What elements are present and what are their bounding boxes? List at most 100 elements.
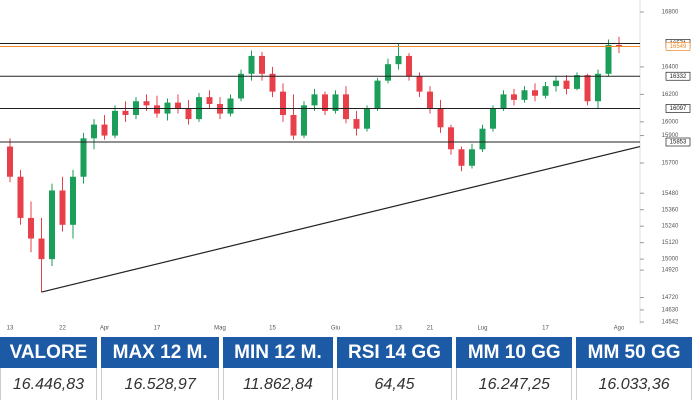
candle-body [175, 102, 181, 109]
header-cell: RSI 14 GG [336, 337, 453, 368]
y-tick-label: 14542 [662, 320, 679, 326]
candle-body [7, 146, 13, 177]
candle-body [406, 55, 412, 77]
x-tick-label: 22 [59, 326, 66, 332]
y-tick-label: 15480 [662, 191, 679, 197]
level-label: 15853 [670, 140, 687, 146]
candle-body [469, 149, 475, 166]
y-tick-label: 14630 [662, 307, 679, 313]
candle-body [521, 90, 528, 100]
candle-body [332, 94, 339, 111]
candle-body [532, 90, 538, 96]
level-label: 16549 [670, 44, 687, 50]
header-cell: MAX 12 M. [100, 337, 220, 368]
candle-body [28, 217, 34, 239]
x-tick-label: 13 [395, 326, 402, 332]
candle-body [259, 55, 265, 74]
candle-body [574, 75, 580, 89]
value-cell: 16.446,83 [0, 368, 97, 400]
level-badge [665, 71, 691, 81]
candle-body [458, 149, 465, 166]
x-tick-label: Giu [331, 326, 340, 332]
value-cell: 16.247,25 [456, 368, 573, 400]
level-label: 16332 [670, 74, 687, 80]
candle-body [154, 105, 160, 114]
level-badge [665, 42, 691, 51]
candle-body [437, 108, 444, 128]
header-cell: VALORE [0, 337, 97, 368]
candle-body [269, 73, 276, 92]
candle-body [290, 114, 297, 136]
level-badge [665, 137, 691, 147]
candle-body [49, 190, 55, 260]
candle-body [448, 127, 454, 150]
y-tick-label: 15240 [662, 224, 679, 230]
y-tick-label: 16800 [662, 10, 679, 16]
candle-body [427, 91, 433, 109]
level-label: 16097 [670, 106, 687, 112]
candle-body [553, 80, 559, 87]
candle-body [584, 75, 591, 102]
trend-line [41, 145, 641, 293]
candle-body [490, 108, 496, 129]
y-tick-label: 16000 [662, 119, 679, 125]
candle-body [374, 80, 381, 109]
x-tick-label: 13 [7, 326, 14, 332]
candle-body [311, 94, 318, 106]
value-cell: 64,45 [336, 368, 453, 400]
value-row: 16.446,83 16.528,97 11.862,84 64,45 16.247,2… [0, 368, 692, 400]
candle-body [605, 44, 612, 74]
candle-body [206, 97, 213, 104]
candle-body [479, 128, 486, 150]
level-badge [665, 104, 691, 113]
candle-body [280, 91, 286, 115]
x-tick-label: 17 [154, 326, 161, 332]
x-tick-label: 17 [542, 326, 549, 332]
candle-body [322, 94, 328, 111]
x-tick-label: Ago [614, 326, 625, 332]
candle-body [385, 64, 391, 81]
candle-body [59, 190, 66, 225]
candle-body [185, 108, 192, 120]
value-cell: 16.528,97 [100, 368, 220, 400]
x-tick-label: Lug [477, 326, 487, 332]
candle-body [511, 94, 517, 100]
stats-table: VALORE MAX 12 M. MIN 12 M. RSI 14 GG MM 10 G… [0, 337, 696, 400]
candle-body [542, 86, 549, 96]
y-tick-label: 14720 [662, 295, 679, 301]
y-tick-label: 15120 [662, 240, 679, 246]
candle-body [70, 176, 76, 225]
header-cell: MM 50 GG [576, 337, 692, 368]
y-tick-label: 16200 [662, 92, 679, 98]
y-tick-label: 15700 [662, 161, 679, 167]
candle-body [500, 94, 507, 109]
x-tick-label: 15 [269, 326, 276, 332]
y-tick-label: 15360 [662, 207, 679, 213]
candle-body [563, 80, 570, 89]
candle-body [91, 124, 97, 139]
y-tick-label: 16400 [662, 64, 679, 70]
candle-body [38, 238, 45, 260]
candle-body [353, 119, 360, 129]
y-tick-label: 15900 [662, 133, 679, 139]
candle-body [238, 73, 244, 99]
y-tick-label: 15000 [662, 257, 679, 263]
candle-body [80, 138, 87, 177]
header-row: VALORE MAX 12 M. MIN 12 M. RSI 14 GG MM 10 G… [0, 337, 692, 368]
candle-body [364, 108, 370, 129]
value-cell: 16.033,36 [576, 368, 692, 400]
candle-body [101, 124, 108, 136]
header-cell: MM 10 GG [456, 337, 573, 368]
candle-body [416, 76, 423, 92]
candle-body [395, 55, 402, 65]
candle-body [343, 94, 349, 120]
value-cell: 11.862,84 [223, 368, 333, 400]
candle-body [17, 176, 24, 218]
candle-body [616, 44, 622, 47]
x-tick-label: Mag [214, 326, 226, 332]
x-tick-label: 21 [427, 326, 434, 332]
y-tick-label: 14920 [662, 268, 679, 274]
candle-body [595, 73, 601, 102]
header-cell: MIN 12 M. [223, 337, 333, 368]
